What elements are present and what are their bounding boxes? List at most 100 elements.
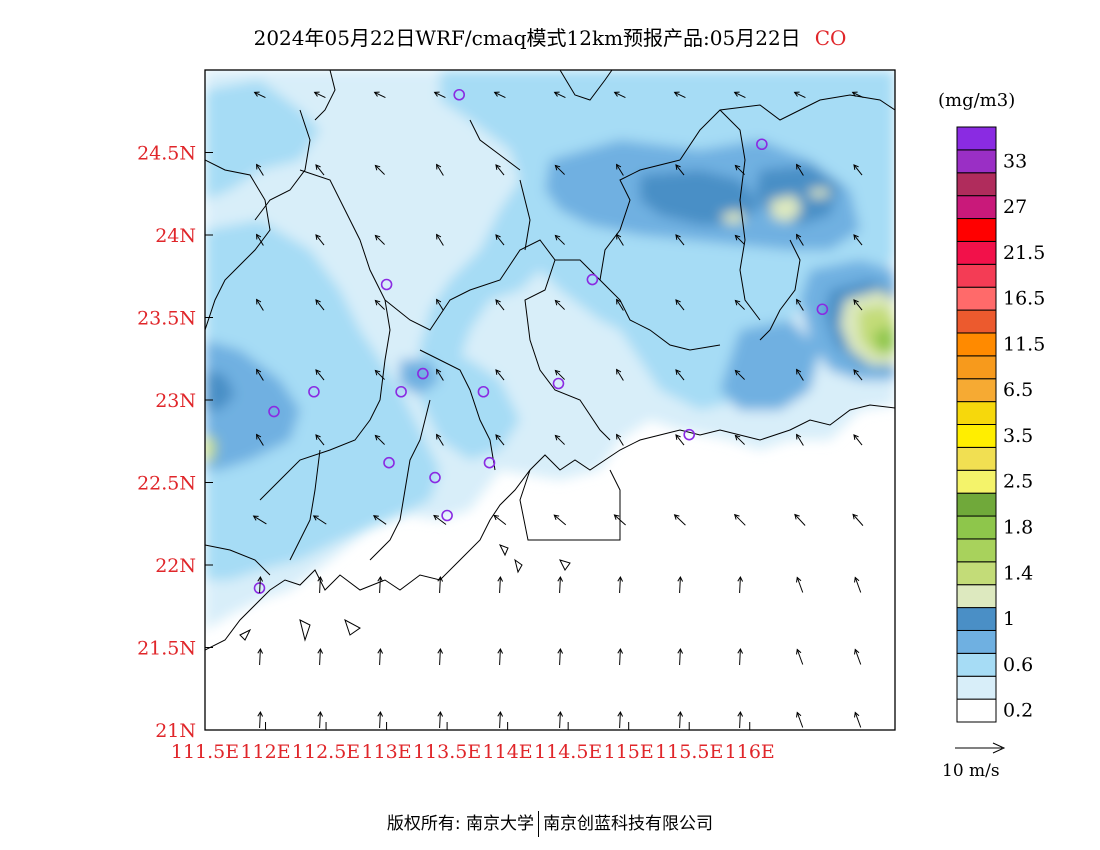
wind-arrow (734, 164, 745, 175)
wind-arrow (675, 164, 685, 176)
wind-arrow (853, 164, 863, 176)
wind-arrow (737, 647, 744, 666)
wind-reference-arrow (955, 742, 1006, 754)
colorbar-bin (956, 698, 997, 723)
wind-arrow (377, 647, 384, 666)
station-marker (483, 456, 496, 469)
lon-tick-label: 115E (604, 741, 654, 763)
wind-arrow (616, 233, 624, 246)
wind-arrow (554, 369, 565, 380)
wind-arrow (851, 91, 864, 99)
station-marker (683, 428, 696, 441)
wind-arrow (733, 513, 746, 526)
wind-arrow (257, 575, 264, 594)
wind-arrow (553, 514, 567, 526)
wind-arrow (437, 575, 444, 594)
wind-arrow (617, 647, 624, 666)
colorbar-label: 1.4 (1003, 562, 1033, 584)
coastline (205, 404, 895, 651)
station-marker (429, 471, 441, 484)
wind-arrow (315, 164, 325, 176)
wind-arrow (374, 299, 385, 310)
footer-right: 南京创蓝科技有限公司 (543, 814, 714, 834)
wind-arrow (312, 515, 327, 525)
colorbar-bin (956, 675, 997, 700)
wind-arrow (553, 91, 566, 99)
colorbar-label: 27 (1003, 196, 1027, 218)
wind-arrow (497, 575, 504, 594)
colorbar-label: 21.5 (1003, 242, 1045, 264)
wind-arrow (436, 298, 444, 311)
wind-arrow (613, 514, 626, 526)
colorbar-bin (956, 446, 997, 471)
footer-separator (538, 811, 540, 837)
longitude-ticks: 111.5E 112E 112.5E 113E 113.5E 114E 114.5E 115E… (171, 722, 775, 763)
colorbar-label: 33 (1003, 150, 1027, 172)
wind-arrow (675, 434, 685, 446)
wind-arrow (734, 369, 745, 380)
station-marker (552, 377, 565, 390)
wind-arrow (436, 368, 444, 381)
wind-reference-label: 10 m/s (942, 761, 1000, 781)
wind-arrow (854, 576, 862, 593)
wind-arrow (796, 433, 804, 446)
wind-arrow (673, 91, 686, 99)
wind-arrow (853, 434, 863, 446)
wind-arrow (737, 575, 744, 594)
wind-arrow (793, 91, 806, 99)
colorbar-label: 3.5 (1003, 425, 1033, 447)
colorbar-bin (956, 538, 997, 563)
colorbar-bin (956, 492, 997, 517)
colorbar-bin (956, 263, 997, 288)
wind-arrow (313, 91, 326, 99)
lon-tick-label: 112.5E (292, 741, 360, 763)
wind-arrow (256, 368, 264, 381)
wind-arrow (796, 576, 804, 593)
wind-arrow (252, 515, 267, 525)
wind-arrow (374, 434, 385, 445)
wind-arrow (436, 433, 444, 446)
title-main: 2024年05月22日WRF/cmaq模式12km预报产品:05月22日 (253, 26, 801, 50)
wind-arrow (796, 368, 804, 381)
monitoring-stations (253, 88, 829, 594)
lat-tick-label: 21N (155, 720, 196, 742)
wind-arrow (617, 575, 624, 594)
colorbar-label: 0.6 (1003, 654, 1033, 676)
colorbar-bin (956, 195, 997, 220)
wind-arrow (554, 164, 565, 175)
station-marker (383, 456, 395, 469)
colorbar-label: 2.5 (1003, 471, 1033, 493)
wind-arrow (377, 575, 384, 594)
wind-arrow (734, 234, 745, 245)
colorbar-bin (956, 286, 997, 311)
wind-arrow (493, 514, 507, 526)
wind-arrow (557, 647, 564, 666)
wind-arrow (257, 647, 264, 666)
colorbar-bin (956, 332, 997, 357)
lon-tick-label: 115.5E (655, 741, 723, 763)
station-marker (308, 385, 320, 398)
station-marker (380, 278, 393, 291)
colorbar-bin (956, 629, 997, 654)
lat-tick-label: 24.5N (137, 143, 196, 165)
lat-tick-label: 22.5N (137, 473, 196, 495)
colorbar-bin (956, 515, 997, 540)
wind-arrow (256, 298, 264, 311)
wind-arrow (495, 299, 505, 311)
wind-arrow (437, 710, 444, 729)
wind-arrow (616, 433, 624, 446)
wind-arrow (315, 369, 325, 381)
lon-tick-label: 113.5E (413, 741, 481, 763)
wind-arrow (372, 515, 387, 525)
colorbar-bin (956, 401, 997, 426)
wind-arrow (794, 513, 806, 526)
colorbar-bin (956, 652, 997, 677)
wind-arrow (737, 710, 744, 729)
wind-arrow (256, 433, 264, 446)
wind-arrow (315, 434, 325, 446)
lat-tick-label: 21.5N (137, 638, 196, 660)
colorbar-label: 11.5 (1003, 333, 1045, 355)
wind-arrow (675, 369, 685, 381)
copyright-footer: 版权所有: 南京大学 南京创蓝科技有限公司 (0, 809, 1100, 837)
